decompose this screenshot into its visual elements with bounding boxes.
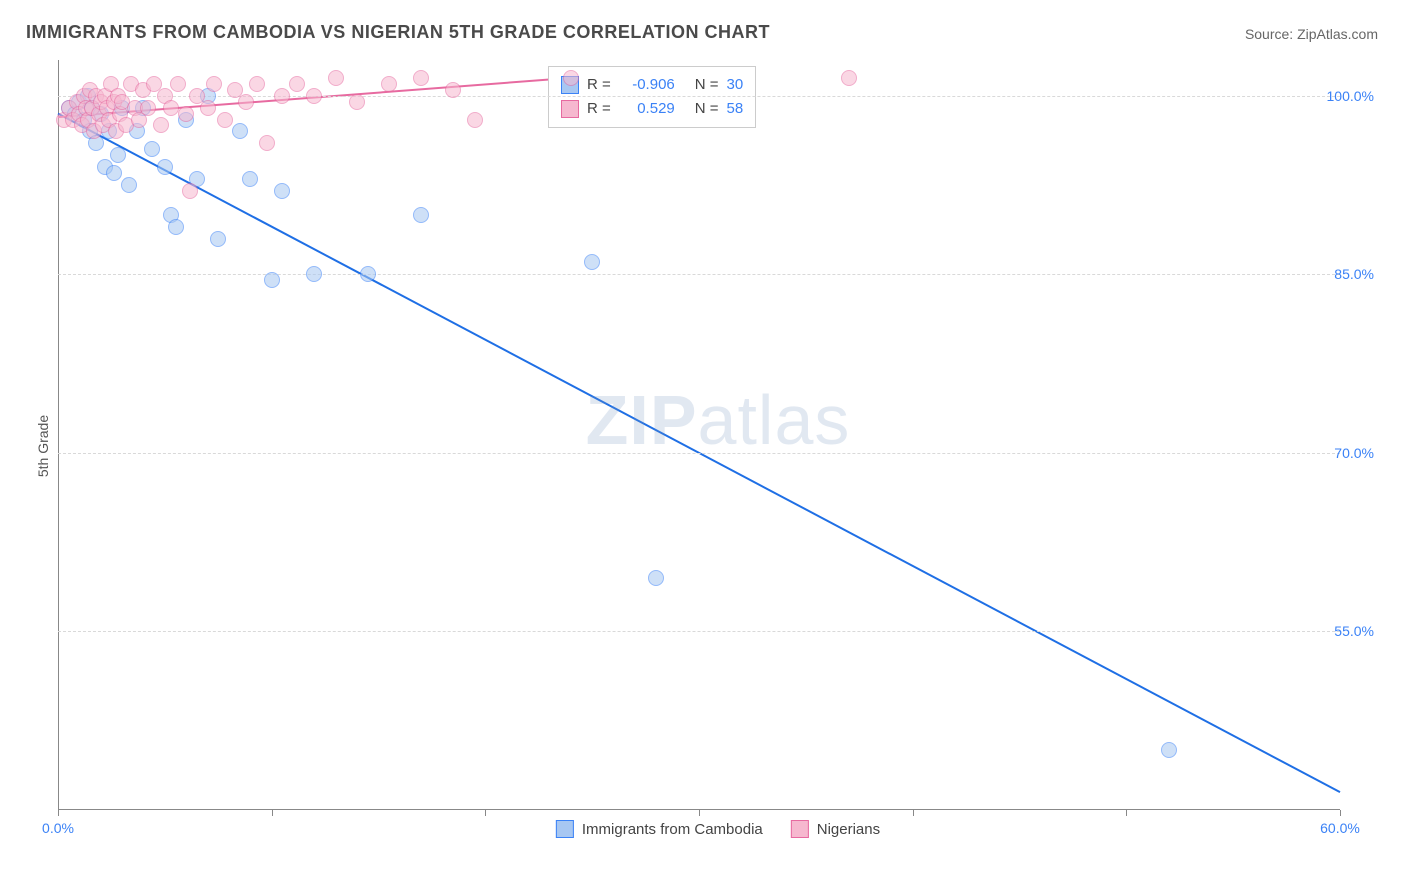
scatter-point-nigerians xyxy=(274,88,290,104)
scatter-point-nigerians xyxy=(182,183,198,199)
source-credit: Source: ZipAtlas.com xyxy=(1245,26,1378,42)
legend-bottom-item-cambodia: Immigrants from Cambodia xyxy=(556,820,763,838)
legend-bottom-item-nigerians: Nigerians xyxy=(791,820,880,838)
y-tick-label: 55.0% xyxy=(1334,623,1378,639)
legend-r-label: R = xyxy=(587,73,611,97)
scatter-point-cambodia xyxy=(157,159,173,175)
scatter-point-nigerians xyxy=(200,100,216,116)
legend-n-label: N = xyxy=(695,97,719,121)
x-tick-mark xyxy=(1340,810,1341,816)
legend-bottom-swatch-cambodia xyxy=(556,820,574,838)
legend-bottom-label: Immigrants from Cambodia xyxy=(582,821,763,838)
scatter-point-cambodia xyxy=(584,254,600,270)
y-tick-label: 100.0% xyxy=(1327,88,1378,104)
legend-bottom-swatch-nigerians xyxy=(791,820,809,838)
scatter-point-cambodia xyxy=(1161,742,1177,758)
scatter-point-cambodia xyxy=(264,272,280,288)
scatter-point-cambodia xyxy=(648,570,664,586)
scatter-point-nigerians xyxy=(153,117,169,133)
legend-row-nigerians: R = 0.529 N = 58 xyxy=(561,97,743,121)
scatter-point-nigerians xyxy=(170,76,186,92)
scatter-point-nigerians xyxy=(841,70,857,86)
legend-correlation-box: R = -0.906 N = 30 R = 0.529 N = 58 xyxy=(548,66,756,128)
x-tick-label: 60.0% xyxy=(1320,820,1360,836)
legend-series: Immigrants from Cambodia Nigerians xyxy=(556,820,880,838)
y-tick-label: 70.0% xyxy=(1334,445,1378,461)
gridline-h xyxy=(58,631,1340,632)
scatter-point-nigerians xyxy=(349,94,365,110)
scatter-point-nigerians xyxy=(563,70,579,86)
y-tick-label: 85.0% xyxy=(1334,266,1378,282)
scatter-point-nigerians xyxy=(163,100,179,116)
scatter-point-nigerians xyxy=(328,70,344,86)
scatter-point-nigerians xyxy=(381,76,397,92)
chart-title: IMMIGRANTS FROM CAMBODIA VS NIGERIAN 5TH… xyxy=(26,22,770,43)
scatter-point-cambodia xyxy=(168,219,184,235)
scatter-point-nigerians xyxy=(445,82,461,98)
legend-r-label: R = xyxy=(587,97,611,121)
legend-n-label: N = xyxy=(695,73,719,97)
scatter-point-cambodia xyxy=(144,141,160,157)
scatter-point-nigerians xyxy=(306,88,322,104)
x-tick-mark xyxy=(913,810,914,816)
scatter-point-cambodia xyxy=(242,171,258,187)
scatter-point-nigerians xyxy=(249,76,265,92)
legend-bottom-label: Nigerians xyxy=(817,821,880,838)
x-tick-label: 0.0% xyxy=(42,820,74,836)
scatter-point-cambodia xyxy=(210,231,226,247)
scatter-point-cambodia xyxy=(106,165,122,181)
x-tick-mark xyxy=(1126,810,1127,816)
scatter-point-cambodia xyxy=(121,177,137,193)
x-tick-mark xyxy=(699,810,700,816)
source-label: Source: xyxy=(1245,26,1297,42)
scatter-point-cambodia xyxy=(110,147,126,163)
scatter-point-cambodia xyxy=(360,266,376,282)
scatter-point-cambodia xyxy=(274,183,290,199)
x-tick-mark xyxy=(485,810,486,816)
scatter-point-nigerians xyxy=(259,135,275,151)
legend-swatch-nigerians xyxy=(561,100,579,118)
scatter-point-nigerians xyxy=(206,76,222,92)
scatter-point-cambodia xyxy=(232,123,248,139)
gridline-h xyxy=(58,453,1340,454)
scatter-point-nigerians xyxy=(238,94,254,110)
scatter-point-nigerians xyxy=(140,100,156,116)
scatter-point-nigerians xyxy=(413,70,429,86)
scatter-point-cambodia xyxy=(413,207,429,223)
x-tick-mark xyxy=(272,810,273,816)
scatter-point-nigerians xyxy=(289,76,305,92)
x-tick-mark xyxy=(58,810,59,816)
source-value: ZipAtlas.com xyxy=(1297,26,1378,42)
legend-r-value: -0.906 xyxy=(619,73,675,97)
scatter-point-nigerians xyxy=(467,112,483,128)
scatter-point-cambodia xyxy=(306,266,322,282)
legend-row-cambodia: R = -0.906 N = 30 xyxy=(561,73,743,97)
gridline-h xyxy=(58,274,1340,275)
y-axis-label: 5th Grade xyxy=(35,415,51,477)
legend-n-value: 30 xyxy=(727,73,744,97)
legend-r-value: 0.529 xyxy=(619,97,675,121)
scatter-point-nigerians xyxy=(178,106,194,122)
scatter-point-nigerians xyxy=(217,112,233,128)
legend-n-value: 58 xyxy=(727,97,744,121)
plot-area: ZIPatlas R =-0.906N =30R =0.529N =58 Imm… xyxy=(58,60,1378,810)
